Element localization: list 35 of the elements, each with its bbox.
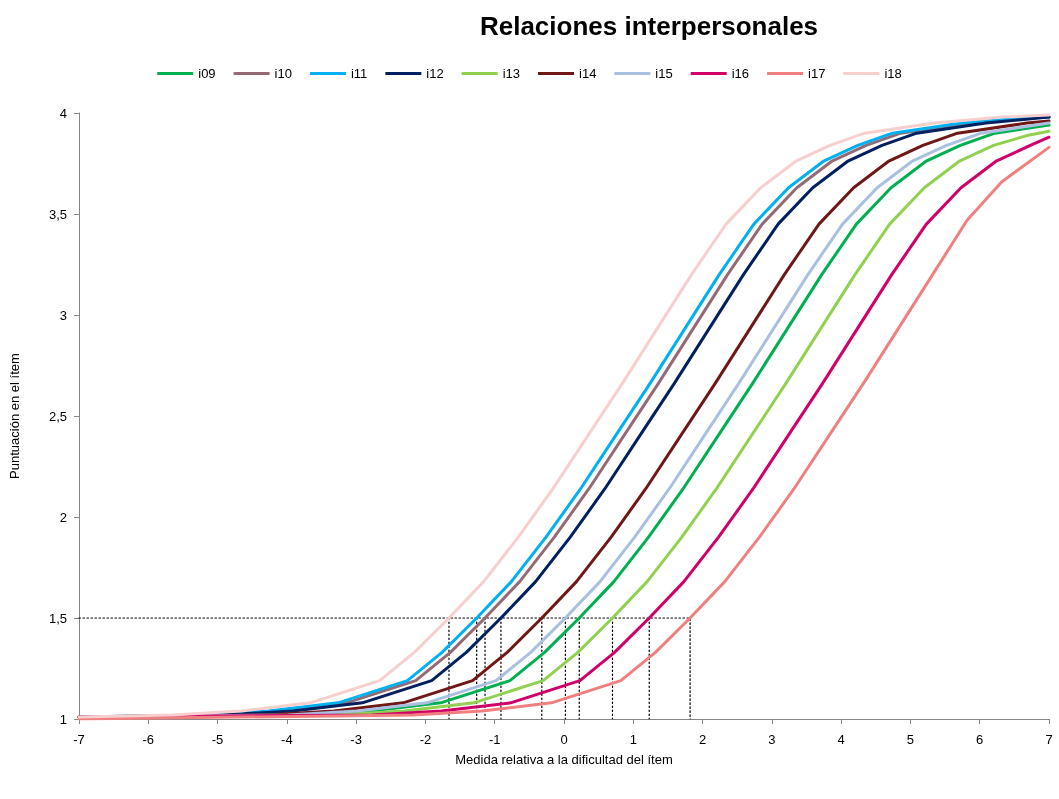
y-tick-label: 3,5	[48, 206, 67, 222]
chart-title: Relaciones interpersonales	[479, 11, 819, 41]
x-axis-title: Medida relativa a la dificultad del ítem	[455, 752, 673, 767]
legend-label: i15	[655, 66, 673, 81]
x-tick-label: 5	[906, 732, 915, 747]
x-tick-label: -4	[281, 732, 293, 747]
legend-label: i11	[350, 66, 368, 81]
y-tick-label: 3	[59, 307, 67, 323]
x-tick-label: -2	[419, 732, 432, 747]
legend-label: i09	[198, 66, 216, 81]
legend-label: i17	[808, 66, 826, 81]
x-tick-label: 0	[560, 732, 568, 747]
legend-label: i14	[579, 66, 597, 81]
x-tick-label: -7	[73, 732, 85, 747]
x-tick-label: 7	[1045, 732, 1053, 747]
y-tick-label: 2,5	[48, 408, 67, 424]
x-tick-label: -3	[350, 732, 362, 747]
y-tick-label: 1,5	[48, 610, 67, 626]
x-tick-label: -1	[488, 732, 501, 747]
x-tick-label: 3	[768, 732, 776, 747]
y-tick-label: 2	[59, 509, 67, 525]
x-tick-label: 1	[629, 732, 637, 747]
legend-label: i12	[426, 66, 444, 81]
x-tick-label: -5	[211, 732, 224, 747]
x-tick-label: -6	[142, 732, 155, 747]
y-axis-title: Puntuación en el ítem	[7, 353, 22, 479]
y-tick-label: 1	[59, 711, 67, 727]
legend-label: i16	[731, 66, 750, 81]
x-tick-label: 4	[837, 732, 845, 747]
legend-label: i13	[502, 66, 521, 81]
legend-label: i10	[274, 66, 292, 81]
x-tick-label: 6	[976, 732, 984, 747]
y-tick-label: 4	[59, 105, 67, 121]
legend-label: i18	[884, 66, 902, 81]
x-tick-label: 2	[698, 732, 707, 747]
